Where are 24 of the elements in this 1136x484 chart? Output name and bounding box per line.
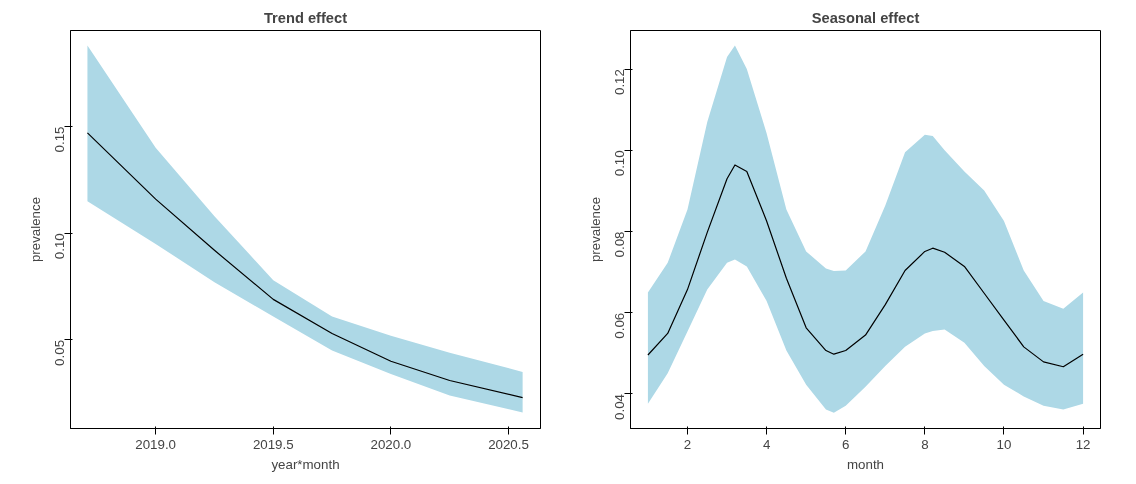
y-tick-label: 0.10 xyxy=(52,233,67,260)
y-axis-title: prevalence xyxy=(587,196,603,263)
chart-title: Seasonal effect xyxy=(811,9,920,26)
y-tick-label: 0.05 xyxy=(52,339,67,366)
x-tick-label: 2020.5 xyxy=(488,436,529,452)
x-axis-title: year*month xyxy=(271,456,340,472)
y-tick-label: 0.08 xyxy=(612,231,627,258)
y-tick-label: 0.04 xyxy=(612,393,627,420)
x-tick-label: 2019.5 xyxy=(252,436,294,452)
x-axis-title: month xyxy=(846,456,885,472)
y-axis-title: prevalence xyxy=(27,196,43,263)
x-tick-label: 10 xyxy=(996,436,1012,452)
x-tick-label: 4 xyxy=(762,436,771,452)
y-tick-label: 0.12 xyxy=(612,69,627,96)
x-tick-label: 6 xyxy=(842,436,850,452)
x-tick-label: 2 xyxy=(683,436,692,452)
x-tick-label: 12 xyxy=(1075,436,1091,452)
x-tick-label: 2019.0 xyxy=(135,436,177,452)
chart-title: Trend effect xyxy=(263,9,348,26)
x-tick-label: 8 xyxy=(921,436,929,452)
x-tick-label: 2020.0 xyxy=(370,436,412,452)
y-tick-label: 0.10 xyxy=(612,150,627,177)
y-tick-label: 0.15 xyxy=(52,126,67,153)
y-tick-label: 0.06 xyxy=(612,312,627,339)
